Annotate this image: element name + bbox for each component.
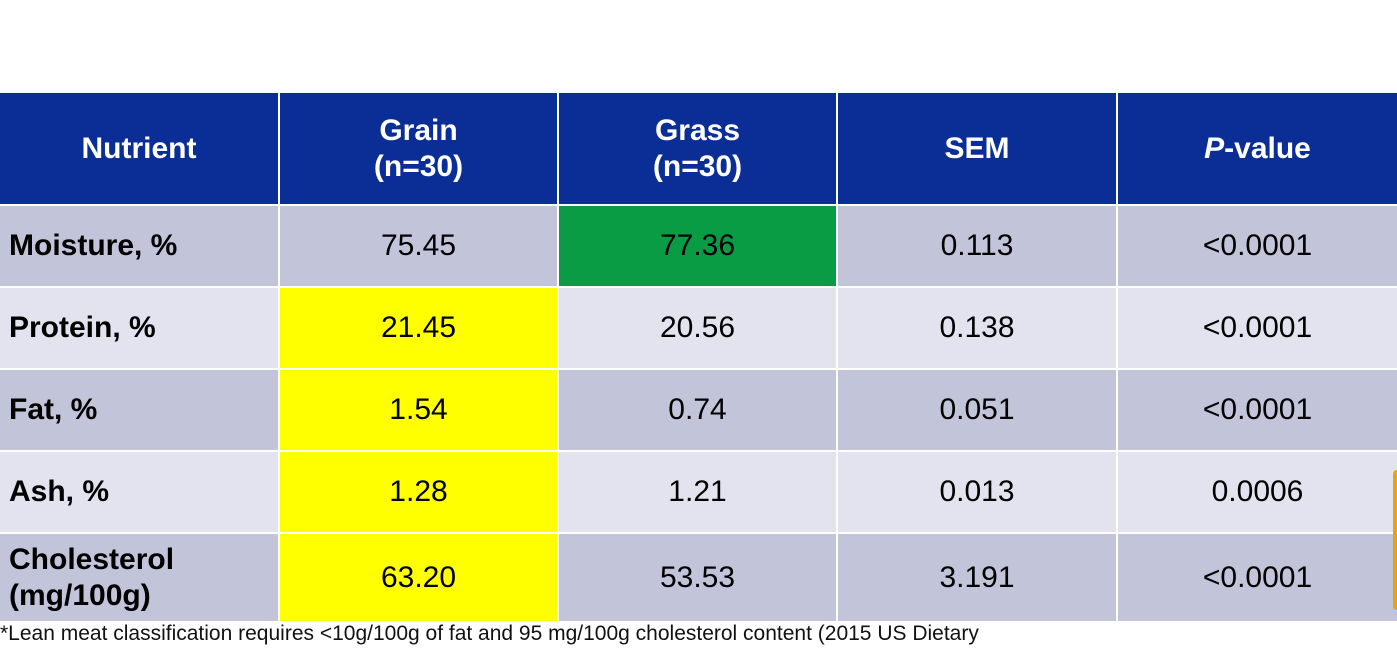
footnote: *Lean meat classification requires <10g/… [0,622,979,645]
grass-value: 1.21 [557,450,837,533]
header-grain: Grain (n=30) [278,93,558,205]
header-nutrient: Nutrient [0,93,279,205]
header-p-value: P-value [1116,93,1397,205]
p-value: 0.0006 [1116,450,1397,533]
row-label: Fat, % [0,368,279,451]
grain-value: 63.20 [278,532,558,621]
header-sem: SEM [836,93,1117,205]
nutrient-comparison-table: Nutrient Grain (n=30) Grass (n=30) SEM P… [0,93,1397,621]
table-row-fat: Fat, % 1.54 0.74 0.051 <0.0001 [0,368,1397,451]
grain-value: 1.54 [278,368,558,451]
grass-value: 0.74 [557,368,837,451]
sem-value: 0.051 [836,368,1117,451]
row-label: Protein, % [0,286,279,369]
table-row-protein: Protein, % 21.45 20.56 0.138 <0.0001 [0,286,1397,369]
table-header-row: Nutrient Grain (n=30) Grass (n=30) SEM P… [0,93,1397,205]
table-row-ash: Ash, % 1.28 1.21 0.013 0.0006 [0,450,1397,533]
p-value: <0.0001 [1116,204,1397,287]
row-label: Ash, % [0,450,279,533]
side-panel-tab[interactable] [1393,470,1397,610]
header-grass: Grass (n=30) [557,93,837,205]
grain-value: 1.28 [278,450,558,533]
grain-value: 75.45 [278,204,558,287]
sem-value: 0.013 [836,450,1117,533]
grain-value: 21.45 [278,286,558,369]
table-row-moisture: Moisture, % 75.45 77.36 0.113 <0.0001 [0,204,1397,287]
table-row-cholesterol: Cholesterol (mg/100g) 63.20 53.53 3.191 … [0,532,1397,621]
p-value: <0.0001 [1116,368,1397,451]
grass-value: 53.53 [557,532,837,621]
p-value: <0.0001 [1116,286,1397,369]
grass-value: 77.36 [557,204,837,287]
p-value: <0.0001 [1116,532,1397,621]
sem-value: 3.191 [836,532,1117,621]
row-label: Moisture, % [0,204,279,287]
sem-value: 0.113 [836,204,1117,287]
row-label: Cholesterol (mg/100g) [0,532,279,621]
grass-value: 20.56 [557,286,837,369]
sem-value: 0.138 [836,286,1117,369]
